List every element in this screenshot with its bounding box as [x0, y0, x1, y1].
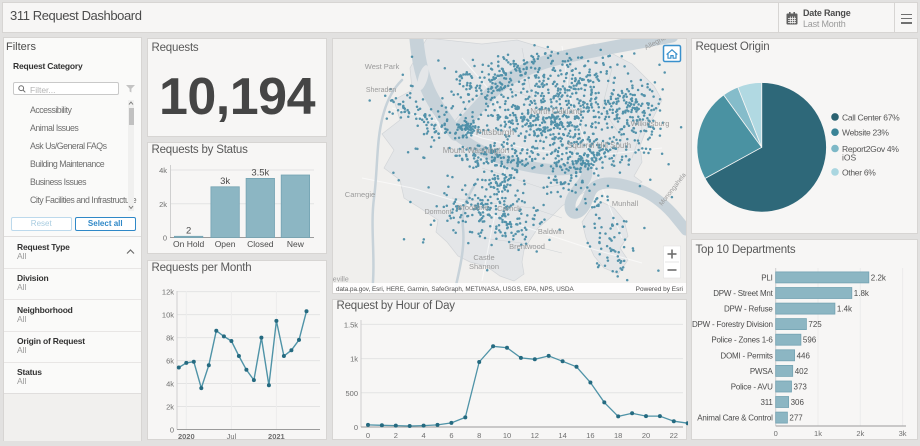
svg-text:16: 16 [586, 431, 594, 440]
svg-text:12k: 12k [162, 288, 174, 297]
svg-text:2k: 2k [159, 200, 167, 209]
svg-text:On Hold: On Hold [173, 239, 204, 249]
svg-text:Closed: Closed [247, 239, 274, 249]
svg-text:373: 373 [794, 383, 808, 392]
svg-text:0: 0 [354, 423, 358, 432]
svg-text:8: 8 [477, 431, 481, 440]
svg-text:Police - Zones 1-6: Police - Zones 1-6 [711, 336, 773, 345]
svg-text:data.pa.gov, Esri, HERE, Garmi: data.pa.gov, Esri, HERE, Garmin, SafeGra… [336, 286, 575, 293]
svg-text:Dormont: Dormont [425, 209, 452, 216]
svg-text:Shannon: Shannon [469, 262, 499, 271]
svg-text:1k: 1k [350, 355, 358, 364]
svg-text:West Park: West Park [365, 62, 400, 71]
svg-text:3k: 3k [899, 429, 907, 438]
svg-text:Open: Open [215, 239, 236, 249]
svg-text:1k: 1k [814, 429, 822, 438]
svg-text:10: 10 [503, 431, 511, 440]
svg-text:Animal Care & Control: Animal Care & Control [697, 414, 773, 423]
svg-text:Baldwin: Baldwin [538, 227, 564, 236]
svg-text:4: 4 [422, 431, 426, 440]
svg-text:Wilkinsburg: Wilkinsburg [631, 119, 670, 128]
svg-text:Squirrel Hill South: Squirrel Hill South [567, 141, 631, 150]
svg-text:22: 22 [670, 431, 678, 440]
svg-text:North Oakland: North Oakland [530, 107, 582, 116]
svg-text:Sheraden: Sheraden [366, 87, 396, 94]
svg-text:DOMI - Permits: DOMI - Permits [720, 351, 773, 360]
svg-text:Call Center 67%: Call Center 67% [842, 112, 900, 122]
svg-text:725: 725 [808, 320, 822, 329]
svg-text:Website 23%: Website 23% [842, 128, 889, 138]
svg-text:Report2Gov 4%: Report2Gov 4% [842, 144, 899, 154]
svg-text:277: 277 [789, 414, 803, 423]
svg-text:2.2k: 2.2k [871, 273, 887, 282]
svg-text:4k: 4k [159, 166, 167, 175]
svg-text:New: New [287, 239, 305, 249]
svg-text:1.8k: 1.8k [854, 289, 870, 298]
svg-text:14: 14 [558, 431, 566, 440]
svg-text:DPW - Refuse: DPW - Refuse [724, 305, 773, 314]
svg-text:311: 311 [761, 398, 774, 407]
svg-text:0: 0 [366, 431, 370, 440]
svg-text:Brookline: Brookline [457, 203, 488, 212]
svg-text:iOS: iOS [842, 152, 857, 162]
svg-text:446: 446 [797, 351, 811, 360]
svg-text:Brentwood: Brentwood [509, 242, 545, 251]
svg-text:Castle: Castle [473, 253, 494, 262]
svg-text:Carrick: Carrick [497, 204, 521, 213]
svg-text:Carnegie: Carnegie [345, 190, 375, 199]
svg-text:Other 6%: Other 6% [842, 167, 876, 177]
svg-text:3k: 3k [220, 176, 230, 187]
svg-text:306: 306 [791, 398, 805, 407]
svg-text:8k: 8k [166, 334, 174, 343]
svg-text:4k: 4k [166, 380, 174, 389]
svg-text:DPW - Forestry Division: DPW - Forestry Division [692, 320, 773, 329]
svg-text:18: 18 [614, 431, 622, 440]
svg-text:Pittsburgh: Pittsburgh [476, 127, 515, 137]
svg-text:596: 596 [803, 336, 817, 345]
svg-text:0: 0 [170, 426, 174, 435]
svg-text:3.5k: 3.5k [251, 167, 269, 178]
svg-text:PLI: PLI [761, 273, 772, 282]
svg-text:500: 500 [345, 389, 358, 398]
svg-text:2: 2 [186, 225, 191, 236]
svg-text:402: 402 [795, 367, 809, 376]
svg-text:Powered by Esri: Powered by Esri [636, 286, 683, 293]
svg-text:2020: 2020 [178, 432, 195, 441]
svg-text:2: 2 [394, 431, 398, 440]
svg-text:2k: 2k [856, 429, 864, 438]
svg-text:10k: 10k [162, 311, 174, 320]
svg-text:0: 0 [163, 234, 167, 243]
svg-text:20: 20 [642, 431, 650, 440]
svg-text:2021: 2021 [268, 432, 285, 441]
svg-text:DPW - Street Mnt: DPW - Street Mnt [713, 289, 773, 298]
svg-text:12: 12 [531, 431, 539, 440]
svg-text:PWSA: PWSA [750, 367, 774, 376]
svg-text:Munhall: Munhall [612, 199, 639, 208]
svg-text:2k: 2k [166, 403, 174, 412]
svg-text:jeville: jeville [332, 277, 349, 284]
svg-text:Police - AVU: Police - AVU [731, 383, 773, 392]
svg-text:6k: 6k [166, 357, 174, 366]
svg-text:Mount Washington: Mount Washington [443, 146, 509, 155]
svg-text:0: 0 [774, 429, 778, 438]
svg-text:6: 6 [449, 431, 453, 440]
svg-text:1.4k: 1.4k [837, 305, 853, 314]
svg-text:Jul: Jul [227, 432, 237, 441]
svg-text:1.5k: 1.5k [344, 320, 358, 329]
